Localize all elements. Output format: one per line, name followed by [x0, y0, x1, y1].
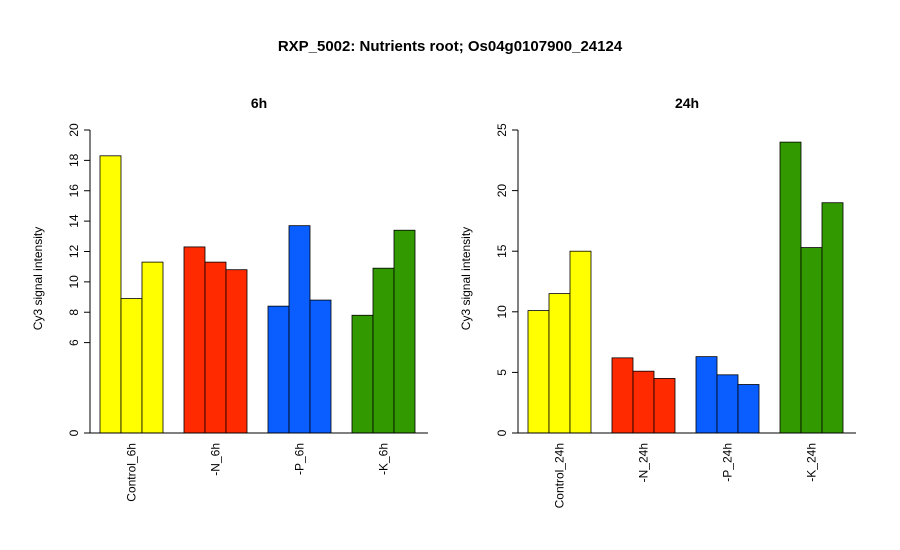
x-tick-label: Control_6h	[125, 443, 139, 502]
bar	[569, 250, 592, 434]
main-title: RXP_5002: Nutrients root; Os04g0107900_2…	[277, 38, 623, 55]
y-tick-label: 15	[495, 244, 509, 258]
y-tick-label: 0	[495, 429, 509, 436]
bar	[821, 202, 844, 434]
y-tick-label: 10	[67, 275, 81, 289]
panel-6h: 6h Control_6h -N_6h -P_6h -K_6h 0 6 8 10 12 14 16 18…	[31, 95, 428, 502]
bar	[225, 269, 248, 434]
bar	[611, 357, 634, 434]
bar	[351, 314, 374, 434]
bar	[800, 247, 823, 434]
y-tick-label: 12	[67, 244, 81, 258]
bar	[204, 261, 227, 434]
y-axis-label: Cy3 signal intensity	[459, 227, 473, 330]
bar	[267, 305, 290, 434]
y-tick-label: 5	[495, 369, 509, 376]
bar	[309, 299, 332, 434]
bar	[288, 225, 311, 434]
y-tick-label: 20	[495, 184, 509, 198]
y-tick-label: 20	[67, 123, 81, 137]
bar	[653, 378, 676, 434]
y-tick-label: 14	[67, 214, 81, 228]
bar	[632, 370, 655, 434]
bar	[393, 229, 416, 434]
bar	[120, 298, 143, 434]
bar	[716, 374, 739, 434]
panel-title: 24h	[675, 95, 699, 111]
x-tick-label: -N_24h	[637, 443, 651, 482]
y-tick-label: 0	[67, 429, 81, 436]
y-tick-label: 18	[67, 153, 81, 167]
y-tick-label: 8	[67, 309, 81, 316]
x-tick-label: -P_6h	[293, 443, 307, 475]
y-tick-label: 16	[67, 184, 81, 198]
x-tick-label: -N_6h	[209, 443, 223, 476]
x-tick-label: -P_24h	[721, 443, 735, 482]
y-tick-label: 6	[67, 339, 81, 346]
y-tick-label: 10	[495, 305, 509, 319]
bar	[737, 384, 760, 434]
panel-title: 6h	[251, 95, 267, 111]
bar	[183, 246, 206, 434]
bar	[779, 141, 802, 434]
y-tick-label: 25	[495, 123, 509, 137]
bar	[527, 310, 550, 434]
bar	[548, 293, 571, 434]
x-tick-label: Control_24h	[553, 443, 567, 508]
bar	[141, 261, 164, 434]
y-axis-label: Cy3 signal intensity	[31, 227, 45, 330]
x-tick-label: -K_24h	[805, 443, 819, 482]
bar	[372, 267, 395, 434]
bar	[695, 356, 718, 434]
bar	[99, 155, 122, 434]
panel-24h: 24h Control_24h -N_24h -P_24h -K_24h 0 5 10 15 20…	[459, 95, 856, 508]
x-tick-label: -K_6h	[377, 443, 391, 475]
